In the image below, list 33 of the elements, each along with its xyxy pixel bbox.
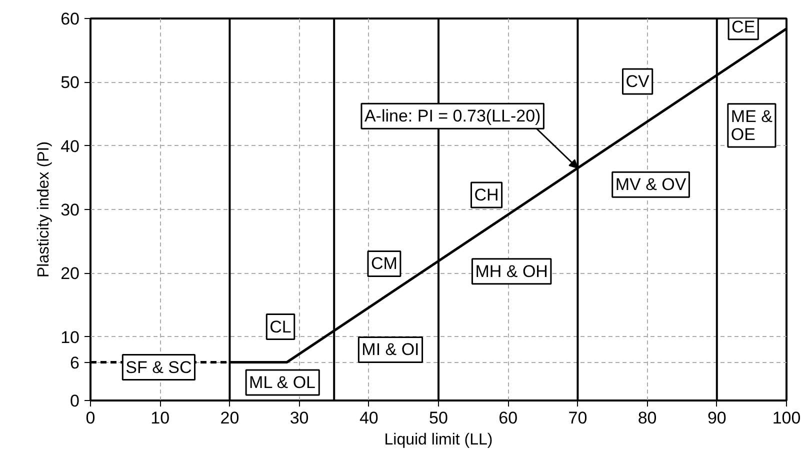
annotation: CE <box>732 17 756 36</box>
y-tick-label: 40 <box>60 136 80 156</box>
x-axis-title: Liquid limit (LL) <box>384 432 493 448</box>
y-axis-title: Plasticity index (PI) <box>36 141 53 278</box>
annotation: SF & SC <box>126 358 192 377</box>
x-tick-label: 90 <box>707 408 726 428</box>
x-tick-label: 80 <box>638 408 657 428</box>
annotation: CM <box>370 254 398 274</box>
y-tick-label: 0 <box>70 392 80 410</box>
annotation: A-line: PI = 0.73(LL-20) <box>364 106 541 126</box>
x-tick-label: 60 <box>498 408 518 428</box>
x-tick-label: 20 <box>220 408 240 428</box>
x-tick-label: 70 <box>568 408 588 428</box>
annotation: CV <box>626 72 650 92</box>
x-tick-label: 30 <box>290 408 309 428</box>
annotation: MV & OV <box>615 175 687 194</box>
x-tick-label: 0 <box>86 408 96 428</box>
y-tick-label: 60 <box>60 10 80 28</box>
x-tick-label: 50 <box>429 408 448 428</box>
y-tick-label: 10 <box>60 328 80 347</box>
annotation: ML & OL <box>249 373 316 392</box>
annotation: ME & OE <box>730 106 774 144</box>
y-tick-label: 30 <box>60 200 80 220</box>
y-tick-label: 50 <box>60 73 80 92</box>
annotation: CL <box>270 317 292 336</box>
y-tick-label: 20 <box>60 264 80 284</box>
annotation: CH <box>474 185 499 204</box>
annotation: MH & OH <box>475 262 548 281</box>
annotation: MI & OI <box>362 340 420 360</box>
x-tick-label: 100 <box>772 408 801 428</box>
y-tick-label: 6 <box>70 353 80 372</box>
x-tick-label: 40 <box>359 408 378 428</box>
x-tick-label: 10 <box>150 408 170 428</box>
